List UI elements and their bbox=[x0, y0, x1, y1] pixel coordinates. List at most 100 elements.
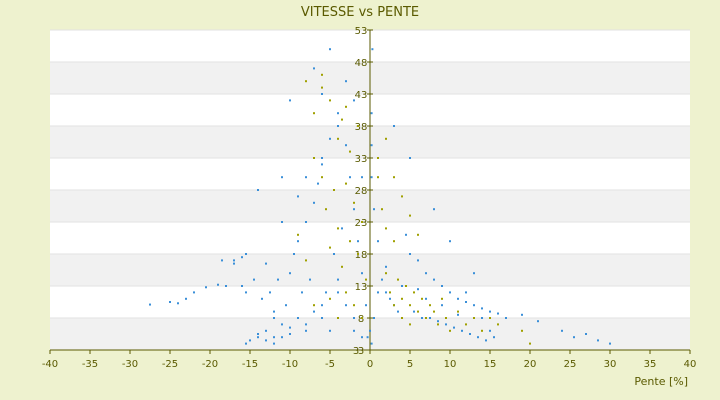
x-tick-label: 20 bbox=[524, 359, 537, 370]
x-tick-label: 25 bbox=[564, 359, 577, 370]
data-point bbox=[481, 329, 483, 332]
data-point bbox=[473, 304, 475, 307]
data-point bbox=[609, 342, 611, 345]
data-point bbox=[249, 339, 251, 342]
data-point bbox=[353, 317, 355, 319]
data-point bbox=[313, 310, 315, 313]
data-point bbox=[365, 278, 367, 281]
data-point bbox=[489, 310, 491, 313]
data-point bbox=[297, 233, 299, 236]
data-point bbox=[489, 329, 491, 332]
data-point bbox=[377, 176, 379, 179]
data-point bbox=[253, 278, 255, 281]
data-point bbox=[497, 312, 499, 315]
data-point bbox=[409, 304, 411, 307]
data-point bbox=[385, 137, 387, 140]
y-tick-label: 18 bbox=[355, 250, 368, 261]
data-point bbox=[385, 227, 387, 230]
data-point bbox=[389, 291, 391, 294]
data-point bbox=[293, 253, 295, 255]
data-point bbox=[377, 291, 379, 294]
data-point bbox=[337, 112, 339, 115]
x-tick-label: -25 bbox=[162, 359, 178, 370]
data-point bbox=[445, 317, 447, 319]
data-point bbox=[321, 304, 323, 307]
data-point bbox=[265, 329, 267, 332]
data-point bbox=[429, 317, 431, 319]
data-point bbox=[425, 317, 427, 319]
data-point bbox=[457, 310, 459, 313]
data-point bbox=[305, 176, 307, 179]
data-point bbox=[417, 288, 419, 291]
data-point bbox=[361, 317, 363, 319]
data-point bbox=[373, 317, 375, 319]
data-point bbox=[417, 233, 419, 236]
data-point bbox=[409, 214, 411, 217]
x-tick-label: 30 bbox=[604, 359, 617, 370]
data-point bbox=[273, 317, 275, 319]
data-point bbox=[353, 304, 355, 307]
data-point bbox=[497, 323, 499, 326]
data-point bbox=[177, 302, 179, 305]
data-point bbox=[329, 99, 331, 102]
data-point bbox=[433, 278, 435, 281]
data-point bbox=[321, 73, 323, 76]
data-point bbox=[353, 201, 355, 204]
data-point bbox=[301, 291, 303, 294]
tick-labels: -40 -35 -30 -25 -20 -15 -10 -5 0 5 10 15 20 25 30 35 40 5… bbox=[42, 26, 697, 370]
data-point bbox=[345, 182, 347, 185]
y-tick-label-bottom: 3 bbox=[353, 346, 359, 357]
data-point bbox=[325, 291, 327, 294]
data-point bbox=[345, 80, 347, 83]
data-point bbox=[297, 317, 299, 319]
data-point bbox=[385, 265, 387, 268]
data-point bbox=[273, 342, 275, 345]
data-point bbox=[233, 262, 235, 265]
data-point bbox=[461, 329, 463, 332]
data-point bbox=[469, 333, 471, 335]
data-point bbox=[405, 285, 407, 287]
data-point bbox=[257, 333, 259, 335]
data-point bbox=[305, 259, 307, 262]
x-tick-label: -20 bbox=[202, 359, 218, 370]
data-point bbox=[357, 240, 359, 243]
x-tick-label: -5 bbox=[325, 359, 335, 370]
data-point bbox=[401, 317, 403, 319]
data-point bbox=[313, 67, 315, 70]
data-point bbox=[233, 259, 235, 262]
y-tick-label: 53 bbox=[355, 26, 368, 37]
data-point bbox=[329, 246, 331, 249]
data-point bbox=[245, 291, 247, 294]
data-point bbox=[413, 291, 415, 294]
data-point bbox=[409, 157, 411, 159]
data-point bbox=[281, 221, 283, 223]
data-point bbox=[441, 285, 443, 287]
data-point bbox=[441, 304, 443, 307]
data-point bbox=[409, 323, 411, 326]
data-point bbox=[425, 297, 427, 300]
data-point bbox=[281, 336, 283, 339]
data-point bbox=[289, 272, 291, 275]
data-point bbox=[417, 310, 419, 313]
data-point bbox=[437, 323, 439, 326]
data-point bbox=[521, 329, 523, 332]
data-point bbox=[313, 157, 315, 159]
data-point bbox=[473, 317, 475, 319]
data-point bbox=[241, 256, 243, 259]
data-point bbox=[221, 259, 223, 262]
data-point bbox=[453, 326, 455, 329]
data-point bbox=[381, 208, 383, 211]
data-point bbox=[465, 291, 467, 294]
data-point bbox=[485, 339, 487, 342]
data-point bbox=[321, 163, 323, 166]
y-tick-label: 48 bbox=[355, 58, 368, 69]
data-point bbox=[489, 317, 491, 319]
data-point bbox=[405, 233, 407, 236]
data-point bbox=[366, 336, 369, 339]
data-point bbox=[401, 195, 403, 198]
data-point bbox=[225, 285, 227, 287]
data-point bbox=[357, 253, 359, 255]
chart-title: VITESSE vs PENTE bbox=[301, 5, 419, 20]
data-point bbox=[537, 320, 539, 323]
